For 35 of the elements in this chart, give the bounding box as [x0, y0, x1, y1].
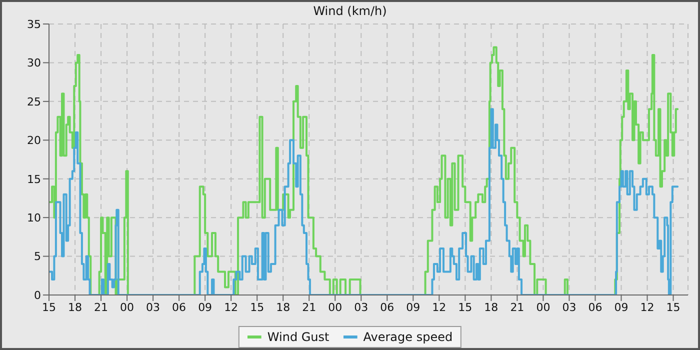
y-tick-label: 0	[34, 288, 41, 302]
x-tick-label: 15	[458, 300, 472, 314]
x-tick-label: 12	[224, 300, 238, 314]
x-tick-label: 03	[146, 300, 160, 314]
x-tick-label: 21	[302, 300, 316, 314]
x-tick-label: 21	[510, 300, 524, 314]
x-tick-label: 12	[640, 300, 654, 314]
x-tick-label: 03	[354, 300, 368, 314]
x-tick-label: 15	[666, 300, 680, 314]
y-tick-label: 20	[27, 134, 41, 148]
x-tick-label: 15	[250, 300, 264, 314]
x-tick-label: 09	[198, 300, 212, 314]
x-tick-label: 18	[68, 300, 82, 314]
y-tick-label: 10	[27, 211, 41, 224]
x-tick-label: 12	[432, 300, 446, 314]
x-tick-label: 03	[562, 300, 576, 314]
x-tick-label: 21	[94, 300, 108, 314]
x-tick-label: 06	[172, 300, 186, 314]
legend-label: Average speed	[363, 330, 453, 344]
x-tick-label: 06	[380, 300, 394, 314]
x-tick-label: 00	[328, 300, 342, 314]
y-tick-label: 30	[27, 56, 41, 70]
chart-title: Wind (km/h)	[312, 4, 388, 18]
x-tick-label: 06	[588, 300, 602, 314]
legend-label: Wind Gust	[267, 330, 330, 344]
y-tick-label: 25	[27, 95, 41, 108]
y-tick-label: 35	[27, 18, 41, 31]
x-tick-label: 09	[614, 300, 628, 314]
y-tick-label: 15	[27, 172, 41, 186]
x-tick-label: 18	[276, 300, 290, 314]
x-tick-label: 00	[536, 300, 550, 314]
y-tick-label: 5	[34, 250, 41, 264]
x-tick-label: 09	[406, 300, 420, 314]
x-tick-label: 00	[120, 300, 134, 314]
x-tick-label: 18	[484, 300, 498, 314]
